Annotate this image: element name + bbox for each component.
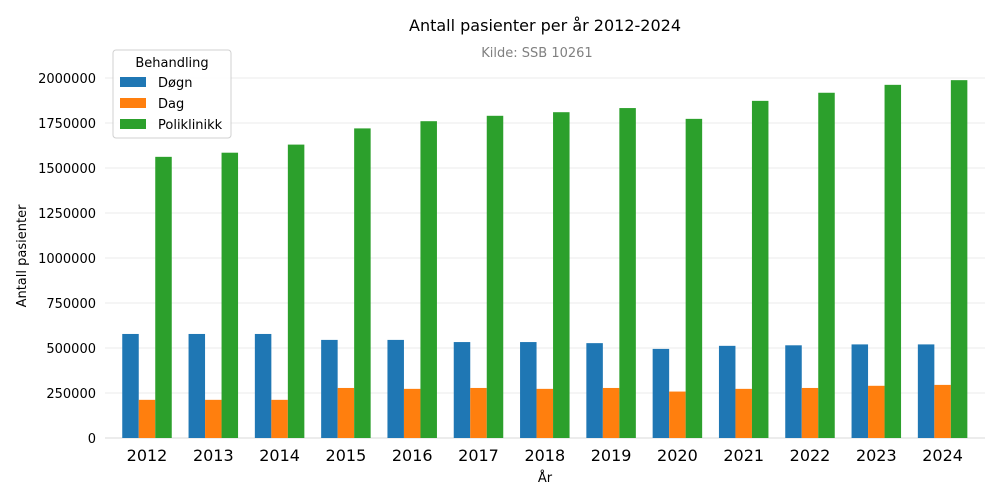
bar-dag-2014 bbox=[271, 399, 288, 438]
x-tick-label: 2013 bbox=[193, 446, 234, 465]
bar-dag-2012 bbox=[138, 399, 156, 438]
bar-dag-2021 bbox=[735, 388, 752, 438]
bar-poliklinikk-2023 bbox=[884, 84, 902, 438]
legend-swatch bbox=[120, 98, 146, 108]
x-tick-label: 2012 bbox=[127, 446, 168, 465]
bar-døgn-2022 bbox=[785, 345, 802, 438]
bar-døgn-2015 bbox=[321, 339, 338, 438]
bar-poliklinikk-2018 bbox=[553, 112, 570, 438]
bar-poliklinikk-2016 bbox=[420, 121, 437, 438]
legend-swatch bbox=[120, 77, 146, 87]
x-tick-label: 2019 bbox=[591, 446, 632, 465]
bar-dag-2023 bbox=[868, 385, 885, 438]
legend: Behandling Døgn Dag Poliklinikk bbox=[112, 49, 232, 139]
x-axis-label: År bbox=[538, 470, 553, 486]
x-tick-label: 2015 bbox=[326, 446, 367, 465]
y-tick-label: 1000000 bbox=[38, 252, 96, 267]
bar-poliklinikk-2021 bbox=[751, 100, 769, 439]
bar-poliklinikk-2022 bbox=[818, 92, 835, 438]
x-tick-label: 2024 bbox=[922, 446, 963, 465]
x-tick-label: 2023 bbox=[856, 446, 897, 465]
bar-døgn-2024 bbox=[917, 344, 935, 438]
chart-title: Antall pasienter per år 2012-2024 bbox=[409, 16, 681, 35]
bar-døgn-2021 bbox=[718, 345, 736, 438]
y-tick-label: 1750000 bbox=[38, 117, 96, 132]
x-tick-label: 2022 bbox=[790, 446, 831, 465]
y-tick-label: 0 bbox=[88, 432, 96, 447]
bar-poliklinikk-2015 bbox=[354, 128, 371, 438]
bar-dag-2024 bbox=[934, 384, 951, 438]
bar-poliklinikk-2017 bbox=[486, 115, 504, 439]
bar-dag-2018 bbox=[536, 388, 554, 438]
bars bbox=[122, 80, 968, 439]
x-tick-label: 2017 bbox=[458, 446, 499, 465]
bar-døgn-2016 bbox=[387, 339, 404, 438]
y-tick-label: 500000 bbox=[46, 342, 96, 357]
legend-label: Døgn bbox=[158, 76, 192, 91]
x-tick-label: 2021 bbox=[723, 446, 764, 465]
y-tick-label: 2000000 bbox=[38, 72, 96, 87]
bar-dag-2016 bbox=[403, 388, 421, 438]
chart-subtitle: Kilde: SSB 10261 bbox=[481, 46, 592, 61]
legend-swatch bbox=[120, 119, 146, 129]
bar-døgn-2014 bbox=[254, 333, 272, 438]
bar-poliklinikk-2024 bbox=[950, 80, 968, 438]
bar-poliklinikk-2012 bbox=[155, 156, 172, 438]
x-tick-label: 2020 bbox=[657, 446, 698, 465]
bar-poliklinikk-2014 bbox=[287, 144, 305, 438]
grid bbox=[105, 77, 985, 439]
bar-dag-2022 bbox=[801, 387, 819, 438]
bar-døgn-2012 bbox=[122, 333, 139, 438]
x-tick-label: 2016 bbox=[392, 446, 433, 465]
legend-label: Dag bbox=[158, 97, 184, 112]
bar-dag-2020 bbox=[669, 391, 686, 438]
x-axis-ticks: 2012 2013 2014 2015 2016 2017 2018 2019 2020 2021… bbox=[127, 446, 963, 465]
bar-poliklinikk-2019 bbox=[619, 108, 636, 438]
bar-døgn-2023 bbox=[851, 344, 869, 438]
y-tick-label: 1250000 bbox=[38, 207, 96, 222]
x-tick-label: 2014 bbox=[259, 446, 300, 465]
bar-poliklinikk-2013 bbox=[221, 152, 239, 438]
legend-label: Poliklinikk bbox=[158, 118, 223, 133]
bar-dag-2017 bbox=[470, 387, 487, 438]
bar-døgn-2019 bbox=[586, 343, 603, 438]
y-tick-label: 1500000 bbox=[38, 162, 96, 177]
legend-title: Behandling bbox=[135, 56, 208, 71]
bar-døgn-2017 bbox=[453, 342, 471, 438]
legend-items: Døgn Dag Poliklinikk bbox=[120, 76, 223, 133]
bar-poliklinikk-2020 bbox=[685, 118, 703, 439]
bar-dag-2019 bbox=[602, 387, 620, 438]
y-tick-label: 250000 bbox=[46, 387, 96, 402]
bar-dag-2015 bbox=[337, 387, 355, 438]
x-tick-label: 2018 bbox=[524, 446, 565, 465]
y-tick-label: 750000 bbox=[46, 297, 96, 312]
legend-box bbox=[112, 49, 232, 139]
bar-døgn-2020 bbox=[652, 348, 670, 438]
bar-døgn-2018 bbox=[520, 342, 537, 438]
y-axis-ticks: 0 250000 500000 750000 1000000 1250000 1500000… bbox=[38, 72, 96, 447]
bar-dag-2013 bbox=[205, 399, 222, 438]
bar-døgn-2013 bbox=[188, 333, 206, 438]
y-axis-label: Antall pasienter bbox=[15, 204, 30, 307]
